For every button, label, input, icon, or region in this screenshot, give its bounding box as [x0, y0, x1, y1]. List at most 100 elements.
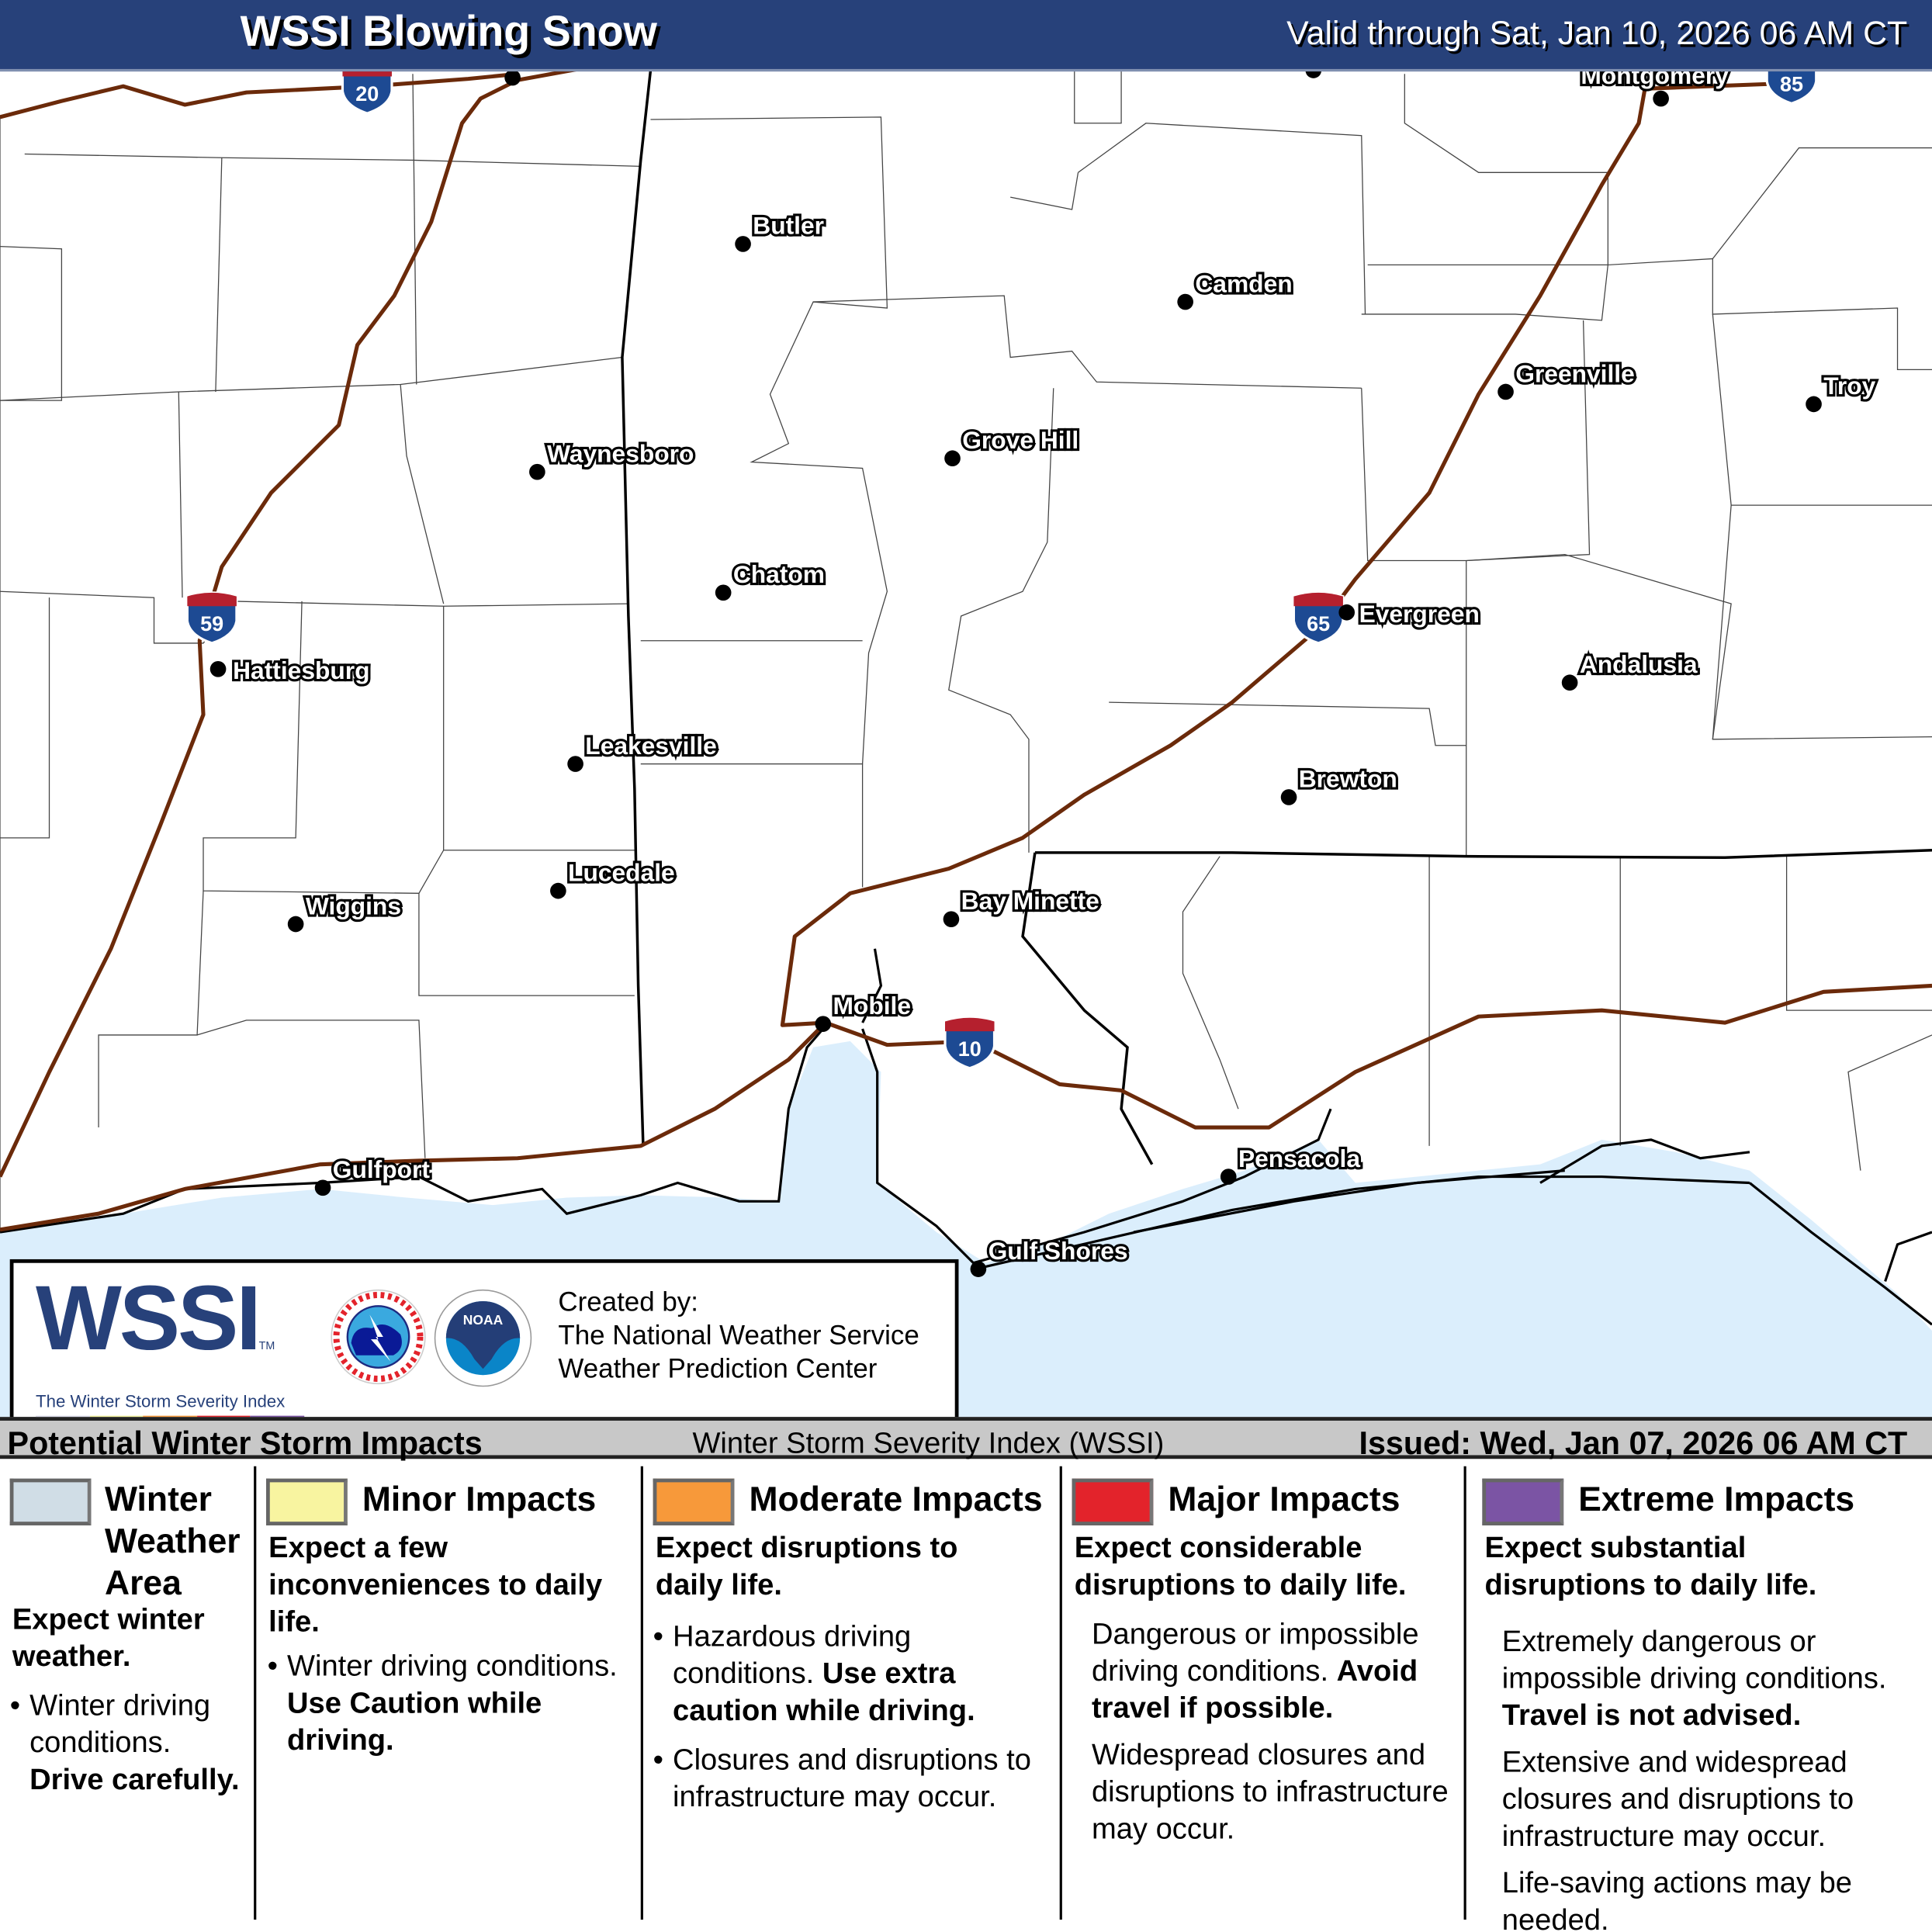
color-swatch [1482, 1478, 1564, 1525]
city-leakesville: Leakesville [567, 729, 719, 772]
legend-subtitle: Expect winter weather. [12, 1603, 205, 1674]
shield-number: 20 [355, 82, 379, 106]
interstates [0, 65, 1932, 1232]
legend-minor-impacts: Minor Impacts Expect a few inconvenience… [266, 1466, 635, 1923]
wssi-logo: WSSITM The Winter Storm Severity Index [36, 1272, 306, 1433]
city-hattiesburg: Hattiesburg [209, 654, 372, 687]
city-label: Pensacola [1238, 1144, 1360, 1172]
issued-time: Issued: Wed, Jan 07, 2026 06 AM CT [1359, 1424, 1908, 1462]
legend-subtitle: Expect a few inconveniences to daily lif… [268, 1531, 603, 1639]
city-dot [1653, 90, 1669, 107]
legend-extreme-impacts: Extreme Impacts Expect substantial disru… [1482, 1466, 1926, 1932]
legend-bullet: Winter driving conditions. [287, 1650, 618, 1684]
credit-box: WSSITM The Winter Storm Severity Index N… [9, 1259, 959, 1433]
city-dot [943, 911, 960, 927]
city-mobile: Mobile [815, 989, 913, 1032]
city-dot [815, 1016, 832, 1032]
city-camden: Camden [1177, 267, 1295, 310]
noaa-seal-icon: NOAA [434, 1289, 532, 1387]
shield-number: 85 [1780, 73, 1803, 96]
color-swatch [653, 1478, 735, 1525]
color-swatch [266, 1478, 348, 1525]
city-chatom: Chatom [715, 558, 827, 601]
legend-label: Extreme Impacts [1578, 1480, 1855, 1518]
city-butler: Butler [735, 209, 826, 252]
city-label: Hattiesburg [233, 656, 369, 684]
impacts-title: Potential Winter Storm Impacts [7, 1424, 483, 1462]
interstate-65 [780, 81, 1774, 1027]
nws-seal-icon [331, 1289, 426, 1385]
legend-text: Extremely dangerous or impossible drivin… [1501, 1625, 1887, 1696]
legend-label: Minor Impacts [362, 1480, 597, 1518]
legend-text: Extensive and widespread closures and di… [1501, 1746, 1854, 1854]
city-dot [504, 69, 521, 86]
credit-line: Created by: [558, 1286, 698, 1317]
city-label: Wiggins [306, 892, 401, 919]
city-dot [1497, 383, 1514, 400]
map-title: WSSI Blowing Snow [240, 7, 657, 56]
color-swatch [9, 1478, 92, 1525]
interstate-shield-10: 10 [943, 1016, 996, 1070]
city-label: Butler [753, 212, 824, 240]
legend-bullet: Closures and disruptions to infrastructu… [653, 1742, 1042, 1816]
city-pensacola: Pensacola [1220, 1142, 1363, 1185]
legend-emphasis: Travel is not advised. [1501, 1698, 1802, 1733]
city-label: Gulfport [333, 1155, 431, 1183]
legend-emphasis: Use Caution while driving. [287, 1686, 542, 1757]
city-label: Evergreen [1359, 600, 1480, 628]
city-dot [735, 236, 751, 252]
city-greenville: Greenville [1497, 357, 1637, 400]
city-label: Mobile [833, 992, 911, 1020]
credit-text: Created by: The National Weather Service… [558, 1285, 919, 1385]
city-dot [1338, 604, 1356, 621]
city-label: Gulf Shores [989, 1237, 1128, 1265]
state-lines [621, 70, 1932, 1165]
impacts-header: Potential Winter Storm Impacts Winter St… [0, 1417, 1932, 1461]
city-label: Brewton [1299, 765, 1397, 793]
legend-emphasis: Drive carefully. [29, 1763, 240, 1797]
city-evergreen: Evergreen [1338, 597, 1482, 630]
city-label: Troy [1823, 372, 1875, 400]
interstate-shields: 20 59 65 10 85 [185, 51, 1818, 1070]
title-bar: WSSI Blowing Snow Valid through Sat, Jan… [0, 0, 1932, 72]
legend-subtitle: Expect considerable disruptions to daily… [1074, 1531, 1407, 1602]
city-gulfport: Gulfport [314, 1153, 433, 1196]
city-label: Greenville [1515, 359, 1635, 387]
wssi-logo-text: WSSI [36, 1266, 261, 1369]
map: 20 59 65 10 85 Butler Camden Greenville Troy Gro… [0, 51, 1932, 1418]
interstate-shield-59: 59 [185, 591, 238, 645]
city-wiggins: Wiggins [287, 889, 403, 933]
city-dot [314, 1179, 331, 1196]
city-dot [715, 584, 732, 601]
credit-line: Weather Prediction Center [558, 1352, 878, 1384]
county-lines [0, 71, 1932, 1233]
city-dot [529, 463, 545, 480]
legend-emphasis: Use extra caution while driving. [673, 1657, 975, 1728]
city-dot [1561, 674, 1578, 691]
interstate-10 [0, 983, 1932, 1232]
legend-text: Dangerous or impossible driving conditio… [1091, 1618, 1419, 1688]
coastline [0, 948, 1932, 1326]
legend-subtitle: Expect disruptions to daily life. [655, 1531, 958, 1602]
city-dot [550, 882, 566, 899]
city-label: Waynesboro [547, 440, 694, 468]
city-dot [970, 1261, 987, 1277]
city-dot [1806, 396, 1822, 413]
legend-label: Major Impacts [1168, 1480, 1401, 1518]
impact-legend: Winter Weather Area Expect winter weathe… [0, 1461, 1932, 1932]
city-label: Leakesville [585, 732, 716, 760]
shield-number: 65 [1307, 612, 1330, 635]
legend-label: Moderate Impacts [749, 1480, 1043, 1518]
legend-label: Winter Weather Area [104, 1480, 241, 1602]
city-bay-minette: Bay Minette [943, 885, 1102, 927]
legend-text: Widespread closures and disruptions to i… [1091, 1738, 1449, 1846]
valid-time: Valid through Sat, Jan 10, 2026 06 AM CT [1286, 15, 1908, 52]
city-label: Bay Minette [961, 887, 1099, 915]
city-brewton: Brewton [1280, 763, 1400, 805]
trademark: TM [258, 1339, 275, 1352]
cities: Butler Camden Greenville Troy Grove Hill Wayn… [209, 59, 1878, 1277]
interstate-59 [0, 65, 586, 1178]
legend-moderate-impacts: Moderate Impacts Expect disruptions to d… [653, 1466, 1055, 1923]
legend-text: Life-saving actions may be needed. [1501, 1866, 1853, 1932]
